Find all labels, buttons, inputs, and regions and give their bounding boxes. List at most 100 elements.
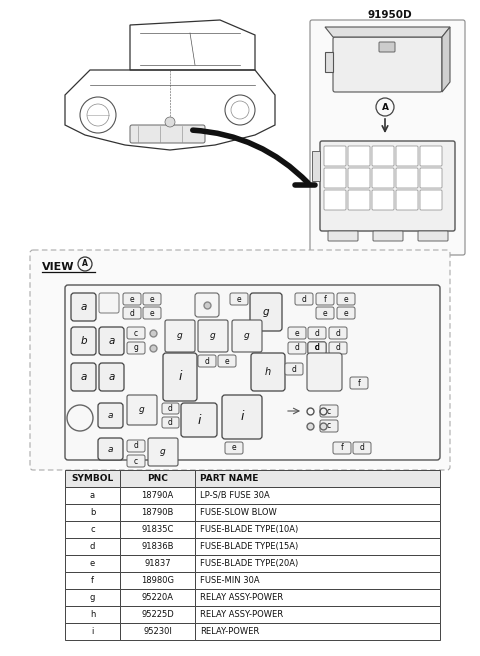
Text: 18980G: 18980G bbox=[141, 576, 174, 585]
FancyBboxPatch shape bbox=[324, 168, 346, 188]
Text: a: a bbox=[108, 336, 115, 346]
Bar bbox=[65, 555, 120, 572]
FancyBboxPatch shape bbox=[65, 285, 440, 460]
FancyBboxPatch shape bbox=[127, 342, 145, 354]
Bar bbox=[120, 521, 195, 538]
FancyBboxPatch shape bbox=[99, 293, 119, 313]
Bar bbox=[120, 555, 195, 572]
Text: d: d bbox=[360, 443, 364, 453]
Text: d: d bbox=[336, 344, 340, 352]
FancyBboxPatch shape bbox=[162, 403, 179, 414]
Text: FUSE-BLADE TYPE(10A): FUSE-BLADE TYPE(10A) bbox=[200, 525, 298, 534]
Text: a: a bbox=[90, 491, 95, 500]
FancyBboxPatch shape bbox=[420, 168, 442, 188]
FancyBboxPatch shape bbox=[348, 146, 370, 166]
Text: d: d bbox=[204, 356, 209, 365]
Text: e: e bbox=[323, 308, 327, 318]
Text: FUSE-BLADE TYPE(15A): FUSE-BLADE TYPE(15A) bbox=[200, 542, 298, 551]
FancyBboxPatch shape bbox=[123, 307, 141, 319]
FancyBboxPatch shape bbox=[308, 342, 326, 354]
Text: FUSE-BLADE TYPE(20A): FUSE-BLADE TYPE(20A) bbox=[200, 559, 298, 568]
Bar bbox=[120, 538, 195, 555]
FancyBboxPatch shape bbox=[288, 327, 306, 339]
Text: 18790A: 18790A bbox=[142, 491, 174, 500]
Text: FUSE-MIN 30A: FUSE-MIN 30A bbox=[200, 576, 260, 585]
Bar bbox=[120, 589, 195, 606]
Bar bbox=[195, 470, 440, 487]
Bar bbox=[65, 572, 120, 589]
FancyBboxPatch shape bbox=[143, 307, 161, 319]
Polygon shape bbox=[325, 27, 450, 37]
FancyBboxPatch shape bbox=[127, 440, 145, 452]
FancyBboxPatch shape bbox=[195, 293, 219, 317]
Bar bbox=[120, 504, 195, 521]
FancyBboxPatch shape bbox=[148, 438, 178, 466]
Bar bbox=[195, 606, 440, 623]
Bar bbox=[195, 504, 440, 521]
Text: e: e bbox=[90, 559, 95, 568]
FancyBboxPatch shape bbox=[418, 231, 448, 241]
FancyBboxPatch shape bbox=[127, 395, 157, 425]
Bar bbox=[120, 606, 195, 623]
FancyBboxPatch shape bbox=[316, 307, 334, 319]
FancyBboxPatch shape bbox=[324, 146, 346, 166]
Text: d: d bbox=[314, 344, 319, 352]
Text: a: a bbox=[108, 372, 115, 382]
Text: d: d bbox=[336, 329, 340, 337]
FancyBboxPatch shape bbox=[337, 307, 355, 319]
FancyBboxPatch shape bbox=[295, 293, 313, 305]
Text: c: c bbox=[327, 407, 331, 415]
Text: LP-S/B FUSE 30A: LP-S/B FUSE 30A bbox=[200, 491, 270, 500]
Text: g: g bbox=[90, 593, 95, 602]
FancyBboxPatch shape bbox=[123, 293, 141, 305]
FancyBboxPatch shape bbox=[71, 293, 96, 321]
Text: PART NAME: PART NAME bbox=[200, 474, 258, 483]
FancyBboxPatch shape bbox=[372, 168, 394, 188]
FancyBboxPatch shape bbox=[181, 403, 217, 437]
FancyBboxPatch shape bbox=[372, 146, 394, 166]
FancyBboxPatch shape bbox=[98, 438, 123, 460]
Bar bbox=[65, 470, 120, 487]
Bar bbox=[65, 521, 120, 538]
FancyBboxPatch shape bbox=[71, 363, 96, 391]
Text: e: e bbox=[225, 356, 229, 365]
FancyBboxPatch shape bbox=[71, 327, 96, 355]
FancyBboxPatch shape bbox=[328, 231, 358, 241]
Text: 95220A: 95220A bbox=[142, 593, 173, 602]
Text: d: d bbox=[90, 542, 95, 551]
Bar bbox=[65, 623, 120, 640]
Text: RELAY ASSY-POWER: RELAY ASSY-POWER bbox=[200, 593, 283, 602]
Text: A: A bbox=[382, 102, 388, 112]
Bar bbox=[195, 538, 440, 555]
Bar bbox=[312, 151, 320, 181]
Text: g: g bbox=[133, 344, 138, 352]
Text: g: g bbox=[177, 331, 183, 340]
FancyBboxPatch shape bbox=[329, 342, 347, 354]
FancyBboxPatch shape bbox=[320, 420, 338, 432]
Text: d: d bbox=[314, 329, 319, 337]
FancyBboxPatch shape bbox=[99, 363, 124, 391]
Text: d: d bbox=[130, 308, 134, 318]
Text: RELAY ASSY-POWER: RELAY ASSY-POWER bbox=[200, 610, 283, 619]
FancyBboxPatch shape bbox=[130, 125, 205, 143]
FancyBboxPatch shape bbox=[372, 190, 394, 210]
Text: h: h bbox=[265, 367, 271, 377]
FancyBboxPatch shape bbox=[285, 363, 303, 375]
Text: c: c bbox=[90, 525, 95, 534]
FancyBboxPatch shape bbox=[329, 327, 347, 339]
FancyBboxPatch shape bbox=[250, 293, 282, 331]
Text: e: e bbox=[150, 295, 154, 304]
Text: c: c bbox=[134, 329, 138, 337]
Polygon shape bbox=[442, 27, 450, 92]
Text: d: d bbox=[291, 365, 297, 373]
Text: b: b bbox=[90, 508, 95, 517]
FancyBboxPatch shape bbox=[396, 168, 418, 188]
Bar bbox=[120, 572, 195, 589]
Bar bbox=[120, 623, 195, 640]
Text: i: i bbox=[178, 371, 182, 384]
Bar bbox=[195, 572, 440, 589]
Text: A: A bbox=[82, 260, 88, 268]
Text: FUSE-SLOW BLOW: FUSE-SLOW BLOW bbox=[200, 508, 277, 517]
Text: i: i bbox=[197, 413, 201, 426]
FancyBboxPatch shape bbox=[348, 168, 370, 188]
